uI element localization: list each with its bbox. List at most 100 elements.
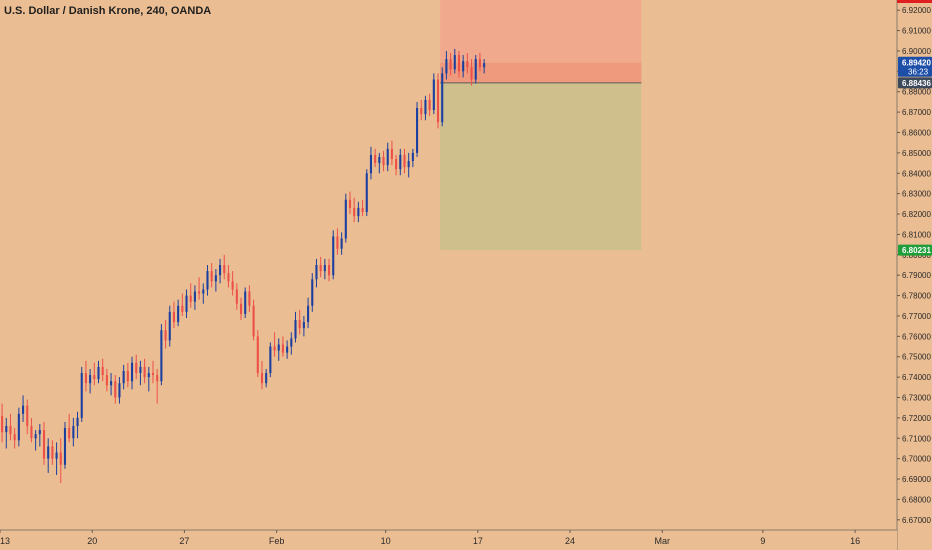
candle-body: [344, 199, 347, 239]
candle-body: [51, 446, 54, 459]
candle: [17, 407, 20, 447]
candle-body: [332, 236, 335, 276]
candle-body: [151, 373, 155, 376]
candle-body: [424, 99, 427, 115]
candle: [478, 53, 481, 72]
candle: [244, 287, 247, 318]
candle: [231, 271, 234, 296]
candle: [311, 273, 314, 312]
candle-body: [172, 311, 175, 323]
candle: [260, 360, 264, 390]
candle: [177, 299, 180, 327]
candle-body: [185, 295, 188, 312]
y-tick-label: 6.79000: [902, 271, 931, 280]
candle: [357, 201, 360, 223]
candle-body: [235, 289, 238, 304]
candle-body: [181, 305, 184, 312]
candle-body: [164, 330, 167, 341]
candle-body: [374, 154, 377, 164]
candle-body: [265, 373, 268, 384]
candle-body: [55, 452, 58, 459]
candle-body: [357, 207, 360, 217]
price-label-box: [898, 77, 932, 89]
candle-body: [177, 305, 180, 323]
candle-body: [17, 413, 20, 441]
candle: [256, 330, 259, 378]
candle-body: [13, 434, 16, 441]
y-tick-label: 6.82000: [902, 210, 931, 219]
candle-body: [290, 338, 293, 347]
candle: [105, 368, 108, 392]
candle: [336, 228, 339, 255]
candle-body: [281, 344, 284, 353]
y-tick-label: 6.81000: [902, 230, 931, 239]
candle: [42, 421, 46, 465]
candle: [72, 417, 75, 447]
x-tick-label: 16: [850, 536, 860, 546]
x-tick-label: 13: [0, 536, 10, 546]
candle: [286, 340, 289, 359]
candle: [281, 336, 284, 357]
candle: [189, 283, 192, 308]
candle: [453, 48, 456, 74]
candle: [399, 148, 402, 176]
time-axis[interactable]: 13 20 27 Feb 10 17 24 Mar 9 16: [0, 529, 897, 550]
candle: [55, 442, 58, 475]
candle: [68, 413, 71, 443]
candle-body: [227, 273, 230, 282]
y-tick-label: 6.70000: [902, 455, 931, 464]
candle-body: [114, 381, 117, 398]
candle-body: [416, 108, 419, 153]
candle: [34, 430, 37, 451]
candle-body: [130, 362, 134, 382]
candle-body: [386, 148, 389, 166]
candle: [110, 373, 113, 396]
candle: [26, 399, 29, 435]
candle: [235, 283, 238, 310]
candle: [369, 146, 373, 180]
candle: [223, 254, 226, 280]
x-tick-label: 27: [179, 536, 189, 546]
candle-body: [84, 373, 87, 384]
candle: [126, 362, 129, 388]
candle: [420, 99, 423, 121]
candle: [307, 297, 310, 329]
candle: [483, 59, 486, 74]
candle: [51, 440, 54, 465]
y-tick-label: 6.67000: [902, 516, 931, 525]
candle-body: [378, 156, 381, 164]
candle: [269, 342, 272, 378]
candle-body: [223, 265, 226, 274]
y-tick-label: 6.88000: [902, 88, 931, 97]
candle: [239, 297, 243, 321]
price-axis[interactable]: 6.67000 6.68000 6.69000 6.70000 6.71000 6.720…: [896, 0, 932, 550]
candle: [378, 152, 381, 174]
candle-body: [302, 322, 305, 329]
candle-body: [189, 295, 192, 302]
candle: [449, 53, 452, 76]
candle: [386, 142, 389, 172]
position-tool[interactable]: [440, 0, 642, 251]
candle-body: [68, 428, 71, 439]
candle-body: [248, 291, 251, 306]
candle: [193, 285, 196, 310]
candle-body: [449, 59, 452, 70]
candle: [147, 366, 150, 392]
candle-body: [369, 154, 373, 174]
candle: [164, 320, 167, 349]
candle: [160, 324, 163, 386]
take-profit-zone[interactable]: [440, 82, 642, 251]
candle: [428, 93, 431, 117]
candle-body: [411, 152, 414, 162]
price-axis-background: [897, 0, 932, 550]
candle: [445, 50, 448, 80]
candle: [302, 315, 305, 337]
candle-body: [1, 415, 4, 433]
candle-body: [298, 320, 301, 329]
price-label-value: 6.88436: [902, 79, 931, 88]
candle-body: [420, 108, 423, 115]
candle: [462, 55, 465, 78]
candle: [403, 148, 406, 174]
